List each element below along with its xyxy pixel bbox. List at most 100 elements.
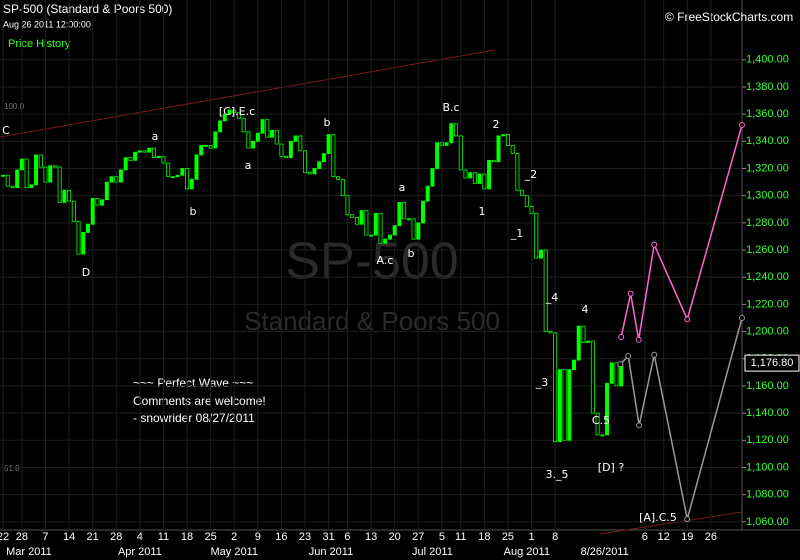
candle bbox=[161, 155, 166, 164]
y-tick-label: 1,340.00 bbox=[746, 135, 789, 147]
x-tick-label: 11 bbox=[158, 531, 169, 543]
candle bbox=[496, 135, 501, 163]
candle bbox=[439, 142, 444, 146]
candle bbox=[406, 218, 411, 221]
panel-label[interactable]: Price History bbox=[8, 38, 71, 50]
candle bbox=[472, 172, 477, 184]
month-label: Mar 2011 bbox=[6, 546, 52, 558]
x-tick-label: 8 bbox=[552, 531, 558, 543]
candle bbox=[85, 223, 90, 233]
candle bbox=[67, 189, 72, 202]
wave-label: a bbox=[152, 130, 159, 143]
candle bbox=[336, 176, 341, 180]
projection-point bbox=[684, 316, 691, 323]
candle bbox=[482, 173, 487, 190]
x-tick-label: 21 bbox=[87, 531, 99, 543]
comment: Comments are welcome! bbox=[133, 394, 266, 408]
candle bbox=[170, 176, 175, 179]
candle bbox=[265, 119, 270, 138]
x-tick-label: 26 bbox=[705, 531, 717, 543]
projection-point bbox=[618, 334, 625, 341]
candle bbox=[166, 162, 171, 178]
candle bbox=[95, 198, 100, 206]
candle bbox=[425, 185, 430, 202]
candle bbox=[572, 359, 577, 371]
candle bbox=[435, 142, 440, 169]
candle bbox=[444, 142, 449, 146]
candle bbox=[449, 123, 454, 144]
candle bbox=[109, 176, 114, 183]
candle bbox=[137, 150, 142, 153]
candle bbox=[383, 238, 388, 244]
x-tick-label: 4 bbox=[137, 531, 143, 543]
candle bbox=[586, 340, 591, 343]
month-label: Aug 2011 bbox=[504, 546, 550, 558]
wave-label: 1 bbox=[479, 205, 486, 218]
candle bbox=[147, 147, 152, 153]
wave-label: [C].E.c bbox=[219, 105, 255, 118]
y-tick-label: 1,220.00 bbox=[746, 298, 789, 310]
x-tick-label: 5 bbox=[439, 531, 445, 543]
candle bbox=[501, 134, 506, 137]
candle bbox=[397, 202, 402, 226]
candle bbox=[5, 174, 10, 187]
candle bbox=[76, 221, 81, 255]
candle bbox=[128, 157, 133, 161]
candle bbox=[321, 153, 326, 163]
y-tick-label: 1,120.00 bbox=[746, 434, 789, 446]
candle bbox=[359, 210, 364, 225]
candle bbox=[510, 145, 515, 154]
candle bbox=[156, 155, 161, 159]
candle bbox=[609, 362, 614, 384]
timestamp: Aug 26 2011 12:00:00 bbox=[3, 19, 91, 29]
candle bbox=[421, 200, 426, 224]
candle bbox=[576, 325, 581, 361]
candle bbox=[387, 234, 392, 240]
candle bbox=[213, 131, 218, 149]
candle bbox=[81, 231, 86, 255]
candle bbox=[142, 150, 147, 153]
month-label: 8/26/2011 bbox=[581, 546, 629, 558]
candle bbox=[468, 172, 473, 179]
month-label: May 2011 bbox=[210, 546, 258, 558]
x-tick-label: 6 bbox=[344, 531, 350, 543]
candle bbox=[34, 154, 39, 186]
candle bbox=[62, 189, 67, 203]
x-tick-label: 25 bbox=[205, 531, 217, 543]
candle bbox=[430, 168, 435, 187]
candle bbox=[402, 202, 407, 220]
candle bbox=[605, 382, 610, 436]
candle bbox=[123, 157, 128, 171]
candle bbox=[199, 145, 204, 156]
trend-line bbox=[599, 511, 743, 535]
watermark: SP-500 bbox=[285, 233, 458, 291]
candle bbox=[411, 218, 416, 240]
wave-label: B.c bbox=[442, 101, 459, 114]
candle bbox=[595, 412, 600, 436]
wave-label: b bbox=[324, 116, 331, 129]
candle bbox=[392, 225, 397, 236]
candle bbox=[303, 150, 308, 173]
projection-point bbox=[651, 351, 658, 358]
wave-label: C.5 bbox=[592, 414, 610, 427]
candle bbox=[543, 249, 548, 332]
fib-label: 100.0 bbox=[4, 102, 25, 111]
wave-label: _4 bbox=[545, 291, 559, 304]
wave-label: 4 bbox=[582, 303, 589, 316]
wave-label: _1 bbox=[510, 227, 524, 240]
x-tick-label: 28 bbox=[16, 531, 28, 543]
candle bbox=[581, 325, 586, 343]
brand[interactable]: © FreeStockCharts.com bbox=[665, 10, 793, 24]
candle bbox=[416, 222, 421, 240]
candle bbox=[24, 158, 29, 188]
candle bbox=[505, 134, 510, 146]
y-tick-label: 1,060.00 bbox=[746, 516, 789, 528]
projection-point bbox=[739, 122, 745, 129]
candle bbox=[590, 340, 595, 414]
candle bbox=[236, 112, 241, 119]
projection-point bbox=[617, 361, 624, 368]
y-tick-label: 1,380.00 bbox=[746, 81, 789, 93]
y-tick-label: 1,100.00 bbox=[746, 461, 789, 473]
candle bbox=[246, 131, 251, 149]
y-tick-label: 1,140.00 bbox=[746, 407, 789, 419]
